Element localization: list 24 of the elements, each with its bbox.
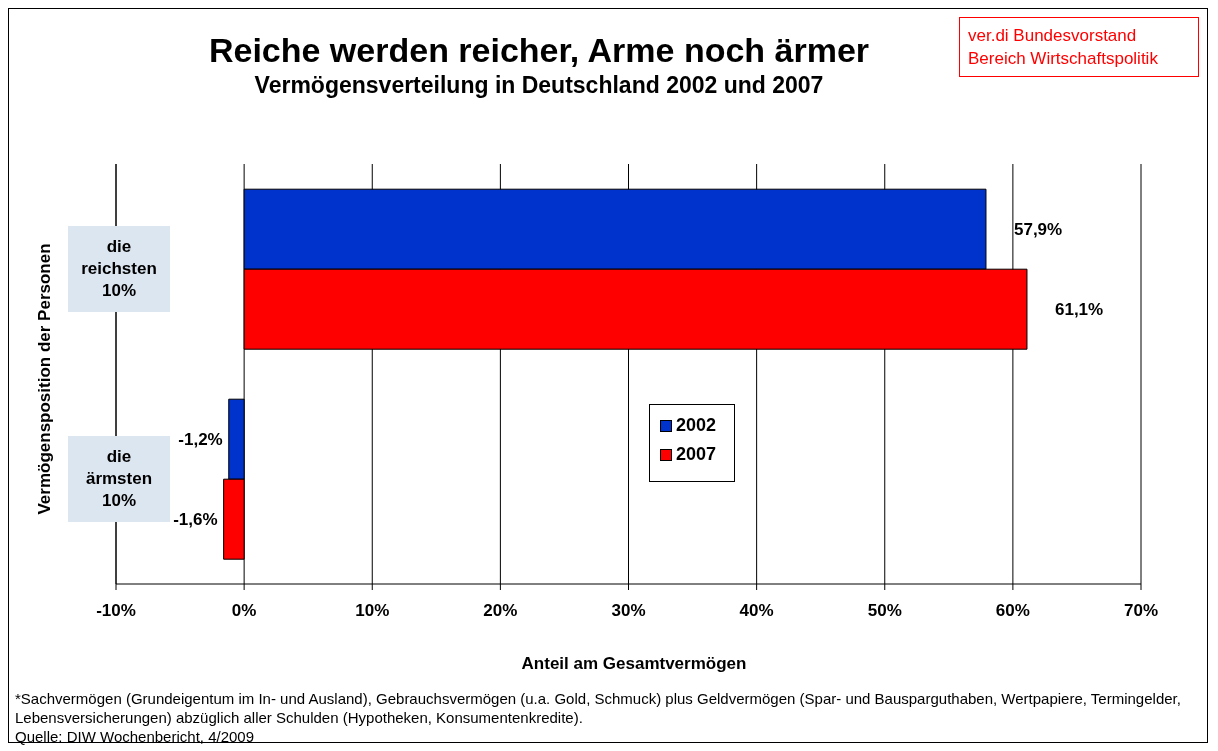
x-tick-label: 10% [355,601,390,621]
y-tick-label: die ärmsten 10% [85,447,153,510]
x-tick-label: 60% [995,601,1030,621]
x-tick-label: 20% [483,601,518,621]
legend-label: 2007 [675,444,717,465]
x-axis-title: Anteil am Gesamtvermögen [520,654,748,674]
x-tick-label: 40% [739,601,774,621]
text: *Sachvermögen (Grundeigentum im In- und Ausland), Gebrauchsvermögen (u.a. Gold, Schmuck) plus Geldvermögen (Spar- und Bausparguthaben, Wertpapiere, Termingelder, Lebensversicherungen) abzüglich aller Schulden (Hypotheken, Konsumentenkredite). [15,689,1182,727]
text: ver.di Bundesvorstand Bereich Wirtschaftspolitik [959,17,1199,77]
data-label: -1,2% [178,430,223,450]
data-label: 57,9% [1013,220,1063,240]
x-tick-label: 0% [231,601,257,621]
x-tick-label: 70% [1123,601,1159,621]
x-tick-label: 30% [611,601,646,621]
chart-subtitle: Vermögensverteilung in Deutschland 2002 und 2007 [253,72,825,99]
source-note: Quelle: DIW Wochenbericht, 4/2009 [15,727,255,746]
data-label: -1,6% [173,510,218,530]
y-tick-label: die reichsten 10% [81,237,157,300]
y-axis-title: Vermögensposition der Personen [35,243,55,515]
legend-label: 2002 [675,415,717,436]
data-label: 61,1% [1054,300,1104,320]
chart-title: Reiche werden reicher, Arme noch ärmer [208,31,870,69]
x-tick-label: 50% [867,601,902,621]
x-tick-label: -10% [96,601,136,621]
